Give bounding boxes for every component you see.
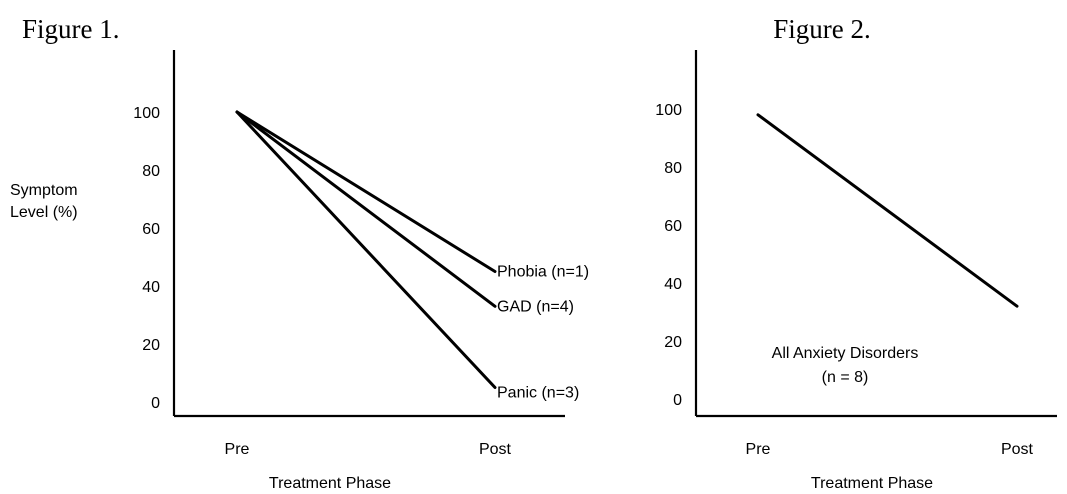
figure-2-chart: Figure 2. Treatment Phase All Anxiety Di… <box>655 14 1057 492</box>
figure-2-xtick-label-pre: Pre <box>746 441 771 458</box>
figure-1-ytick-label: 20 <box>142 337 160 354</box>
figure-2-xlabel: Treatment Phase <box>811 475 933 492</box>
figure-1-series-label-2: GAD (n=4) <box>497 298 574 315</box>
figure-1-ytick-label: 100 <box>133 105 160 122</box>
figure-2-annotation-line-2: (n = 8) <box>822 369 869 386</box>
figure-1-chart: Figure 1. Symptom Level (%) Treatment Ph… <box>10 14 589 492</box>
figure-1-xlabel: Treatment Phase <box>269 475 391 492</box>
figure-2-xtick-label-post: Post <box>1001 441 1034 458</box>
figure-1-ytick-label: 60 <box>142 221 160 238</box>
figure-1-ytick-label: 80 <box>142 163 160 180</box>
figure-1-series-label-1: Phobia (n=1) <box>497 264 589 281</box>
figure-1-ylabel-line-1: Symptom <box>10 182 78 199</box>
figure-1-series-line-1 <box>235 110 497 273</box>
figure-2-ytick-label: 80 <box>664 160 682 177</box>
figure-2-annotation-line-1: All Anxiety Disorders <box>772 345 919 362</box>
figure-2-ytick-label: 60 <box>664 218 682 235</box>
figure-2-ytick-label: 0 <box>673 392 682 409</box>
figure-2-title: Figure 2. <box>773 14 871 44</box>
figure-1-title: Figure 1. <box>22 14 120 44</box>
figure-2-series-line-1 <box>756 113 1019 308</box>
figure-1-ytick-label: 0 <box>151 395 160 412</box>
figure-1-ylabel-line-2: Level (%) <box>10 204 78 221</box>
figure-1-series-label-3: Panic (n=3) <box>497 385 579 402</box>
figure-1-ytick-label: 40 <box>142 279 160 296</box>
figure-2-ytick-label: 100 <box>655 102 682 119</box>
figure-1-xtick-label-pre: Pre <box>225 441 250 458</box>
figure-1-series-line-2 <box>235 110 497 308</box>
figure-2-ytick-label: 20 <box>664 334 682 351</box>
figure-2-ytick-label: 40 <box>664 276 682 293</box>
figure-1-xtick-label-post: Post <box>479 441 512 458</box>
figure-1-series-line-3 <box>235 110 497 389</box>
